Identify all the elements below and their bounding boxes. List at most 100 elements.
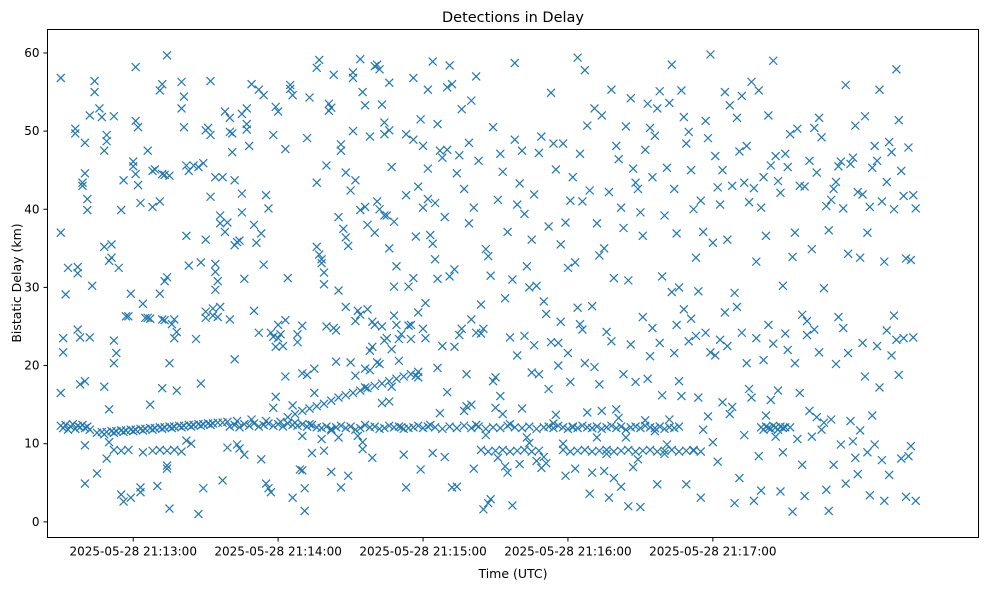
data-point-x-marker bbox=[834, 312, 843, 322]
data-point-x-marker bbox=[841, 80, 851, 90]
data-point-x-marker bbox=[669, 423, 679, 433]
data-point-x-marker bbox=[466, 96, 476, 106]
data-point-x-marker bbox=[322, 422, 331, 431]
data-point-x-marker bbox=[360, 364, 370, 374]
data-point-x-marker bbox=[413, 182, 423, 192]
data-point-x-marker bbox=[594, 446, 604, 456]
data-point-x-marker bbox=[606, 336, 616, 346]
data-point-x-marker bbox=[99, 382, 109, 392]
data-point-x-marker bbox=[539, 297, 549, 306]
data-point-x-marker bbox=[681, 479, 691, 489]
data-point-x-marker bbox=[338, 224, 348, 234]
data-point-x-marker bbox=[273, 107, 283, 116]
data-point-x-marker bbox=[715, 200, 725, 209]
data-point-x-marker bbox=[109, 358, 119, 368]
data-point-x-marker bbox=[370, 422, 380, 431]
data-point-x-marker bbox=[821, 201, 831, 211]
data-point-x-marker bbox=[631, 422, 640, 431]
data-point-x-marker bbox=[206, 420, 215, 430]
data-point-x-marker bbox=[805, 156, 814, 166]
data-point-x-marker bbox=[73, 325, 83, 335]
data-point-x-marker bbox=[667, 60, 677, 70]
data-point-x-marker bbox=[215, 302, 225, 312]
data-point-x-marker bbox=[701, 328, 711, 338]
data-point-x-marker bbox=[401, 129, 411, 139]
data-point-x-marker bbox=[336, 483, 346, 492]
data-point-x-marker bbox=[196, 421, 206, 431]
data-point-x-marker bbox=[133, 180, 143, 190]
data-point-x-marker bbox=[293, 329, 302, 339]
data-point-x-marker bbox=[355, 386, 365, 395]
data-point-x-marker bbox=[418, 141, 428, 151]
data-point-x-marker bbox=[249, 306, 259, 316]
data-point-x-marker bbox=[396, 422, 406, 432]
data-point-x-marker bbox=[809, 325, 819, 335]
data-point-x-marker bbox=[370, 228, 380, 238]
data-point-x-marker bbox=[614, 154, 624, 164]
data-point-x-marker bbox=[85, 425, 95, 435]
data-point-x-marker bbox=[341, 302, 351, 312]
data-point-x-marker bbox=[544, 384, 554, 394]
data-point-x-marker bbox=[326, 467, 336, 477]
data-point-x-marker bbox=[179, 122, 189, 132]
data-point-x-marker bbox=[587, 301, 597, 311]
data-point-x-marker bbox=[846, 416, 855, 426]
data-point-x-marker bbox=[235, 422, 244, 432]
data-point-x-marker bbox=[428, 239, 438, 249]
data-point-x-marker bbox=[759, 172, 768, 182]
data-point-x-marker bbox=[696, 447, 706, 456]
data-point-x-marker bbox=[580, 358, 590, 368]
data-point-x-marker bbox=[254, 422, 264, 431]
data-point-x-marker bbox=[515, 179, 525, 188]
data-point-x-marker bbox=[582, 408, 592, 417]
data-point-x-marker bbox=[116, 490, 126, 499]
data-point-x-marker bbox=[445, 422, 455, 431]
data-point-x-marker bbox=[278, 422, 288, 431]
data-point-x-marker bbox=[457, 104, 467, 114]
data-point-x-marker bbox=[123, 311, 133, 321]
data-point-x-marker bbox=[177, 447, 186, 456]
data-point-x-marker bbox=[846, 159, 855, 169]
data-point-x-marker bbox=[575, 149, 585, 159]
data-point-x-marker bbox=[553, 421, 563, 431]
data-point-x-marker bbox=[423, 85, 433, 95]
data-point-x-marker bbox=[486, 494, 496, 504]
x-tick-label: 2025-05-28 21:16:00 bbox=[504, 545, 631, 559]
data-point-x-marker bbox=[541, 309, 551, 319]
data-point-x-marker bbox=[169, 333, 179, 343]
data-point-x-marker bbox=[363, 220, 372, 230]
data-point-x-marker bbox=[408, 273, 418, 283]
data-point-x-marker bbox=[751, 257, 761, 267]
data-point-x-marker bbox=[249, 220, 259, 230]
data-point-x-marker bbox=[454, 330, 464, 340]
data-point-x-marker bbox=[394, 356, 404, 366]
data-point-x-marker bbox=[838, 204, 848, 213]
data-point-x-marker bbox=[196, 257, 206, 267]
data-point-x-marker bbox=[578, 325, 587, 335]
data-point-x-marker bbox=[621, 425, 631, 435]
data-point-x-marker bbox=[616, 446, 626, 456]
data-point-x-marker bbox=[476, 300, 486, 310]
data-point-x-marker bbox=[689, 204, 698, 214]
data-point-x-marker bbox=[469, 464, 479, 474]
data-point-x-marker bbox=[512, 200, 522, 209]
data-point-x-marker bbox=[61, 420, 71, 430]
data-point-x-marker bbox=[826, 415, 836, 424]
data-point-x-marker bbox=[674, 447, 684, 456]
data-point-x-marker bbox=[756, 486, 766, 496]
data-point-x-marker bbox=[732, 302, 742, 312]
data-point-x-marker bbox=[58, 333, 68, 343]
data-point-x-marker bbox=[553, 338, 563, 348]
data-point-x-marker bbox=[375, 204, 384, 214]
data-point-x-marker bbox=[672, 229, 682, 238]
data-point-x-marker bbox=[107, 253, 116, 263]
data-point-x-marker bbox=[481, 430, 491, 440]
data-point-x-marker bbox=[725, 409, 735, 419]
data-point-x-marker bbox=[715, 335, 725, 345]
data-point-x-marker bbox=[756, 203, 766, 213]
data-point-x-marker bbox=[194, 509, 203, 519]
data-point-x-marker bbox=[838, 323, 848, 333]
data-point-x-marker bbox=[343, 241, 353, 251]
data-point-x-marker bbox=[674, 376, 684, 386]
y-axis: 0 10 20 30 40 50 60 bbox=[24, 46, 48, 529]
